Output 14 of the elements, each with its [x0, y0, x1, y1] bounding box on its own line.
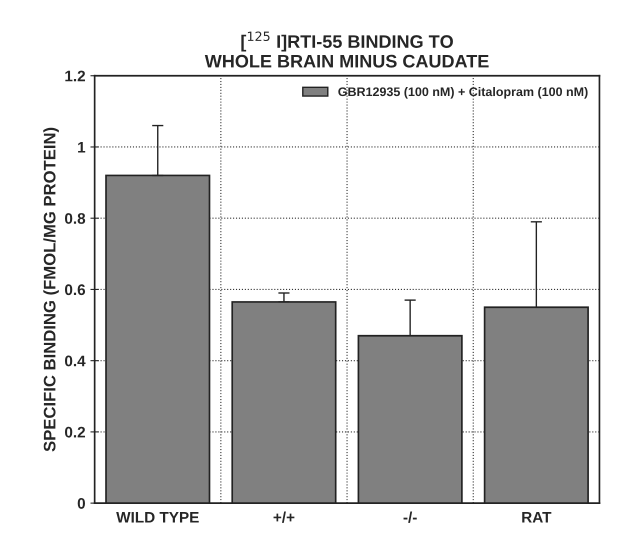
x-tick-label: +/+	[274, 511, 294, 523]
x-tick-label: RAT	[522, 512, 552, 523]
y-tick-label: 0.2	[64, 426, 86, 438]
chart-title: [$^{125}$ I]RTI-55 BINDING TO WHOLE BRAIN MINUS CAUDATE	[204, 31, 489, 68]
y-tick-label: 1	[78, 142, 86, 153]
y-tick-label: 0.6	[64, 284, 86, 296]
legend-label: GBR12935 (100 nM) + Citalopram (100 nM)	[338, 86, 588, 99]
y-tick-label: 0.4	[64, 356, 86, 366]
x-tick-label: WILD TYPE	[116, 512, 199, 523]
y-tick-label: 0	[78, 498, 85, 509]
x-tick-label: -/-	[404, 511, 417, 523]
y-axis-title: SPECIFIC BINDING (FMOL/MG PROTEIN)	[43, 128, 59, 452]
y-tick-label: 1.2	[65, 70, 86, 82]
y-tick-label: 0.8	[64, 213, 86, 224]
